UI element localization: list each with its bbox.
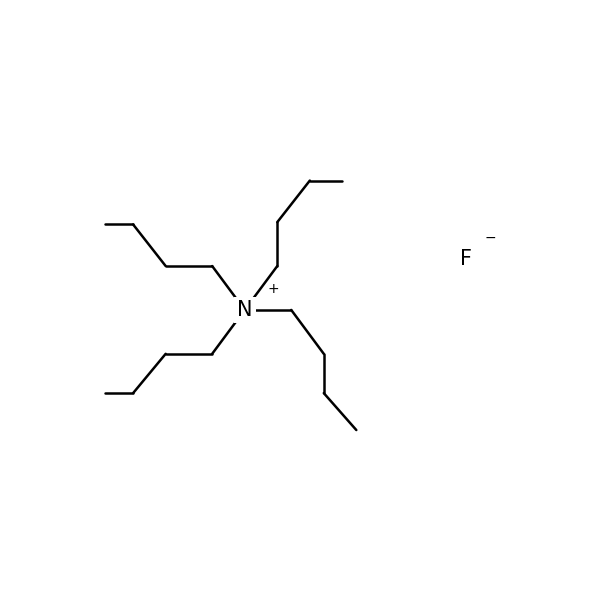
Text: +: +	[267, 282, 278, 296]
Text: −: −	[484, 231, 496, 245]
Text: N: N	[237, 300, 253, 320]
Text: F: F	[460, 249, 472, 269]
